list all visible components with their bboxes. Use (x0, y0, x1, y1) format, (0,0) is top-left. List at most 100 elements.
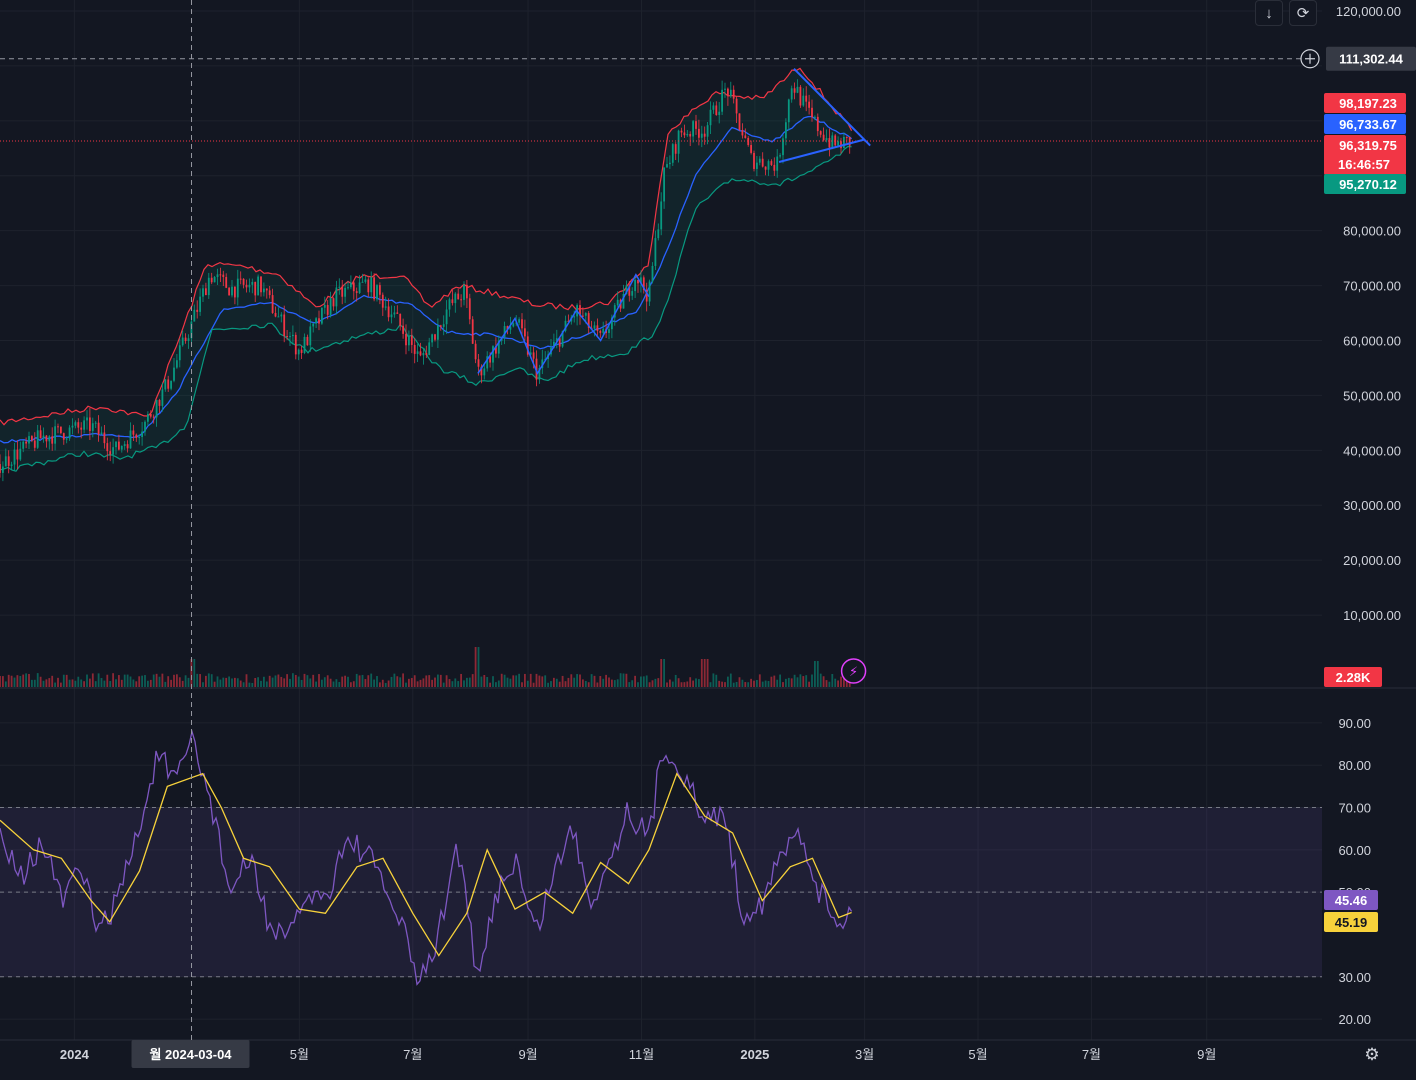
volume-bar (816, 661, 819, 687)
volume-bar (500, 673, 503, 687)
candle-body (245, 284, 248, 288)
volume-bar (506, 677, 509, 687)
candle-body (112, 447, 114, 455)
volume-bar (796, 677, 799, 687)
volume-bar (782, 682, 784, 687)
candle-body (779, 155, 781, 157)
candle-body (329, 298, 332, 315)
volume-bar (677, 678, 680, 687)
volume-bar (776, 679, 779, 687)
volume-bar (347, 676, 349, 687)
volume-bar (509, 678, 512, 687)
volume-bar (695, 678, 697, 687)
volume-bar (637, 682, 639, 687)
chart-settings-button[interactable]: ⚙ (1358, 1042, 1386, 1068)
candle-body (669, 162, 671, 165)
candle-body (396, 312, 399, 314)
volume-bar (724, 682, 726, 687)
volume-bar (521, 682, 523, 687)
candle-body (155, 399, 158, 418)
volume-bar (840, 676, 842, 687)
volume-bar (0, 675, 1, 687)
volume-bar (158, 676, 161, 687)
volume-bar (16, 675, 19, 687)
candle-body (437, 325, 439, 340)
time-axis-tick: 9월 (518, 1047, 537, 1062)
volume-bar (42, 680, 45, 687)
candle-body (747, 138, 750, 146)
candle-body (756, 162, 758, 169)
volume-bar (825, 680, 828, 687)
volume-bar (321, 679, 323, 687)
candle-body (825, 138, 828, 141)
volume-badge-label: 2.28K (1336, 670, 1371, 685)
candle-body (234, 286, 236, 298)
candle-body (352, 282, 355, 292)
volume-bar (454, 678, 457, 687)
candle-body (242, 278, 245, 285)
candle-body (265, 288, 268, 291)
volume-bar (222, 677, 225, 687)
volume-bar (373, 679, 375, 687)
rsi-band (0, 807, 1322, 978)
volume-bar (811, 674, 813, 687)
candle-body (782, 138, 784, 156)
trendlines[interactable] (477, 67, 871, 376)
volume-bar (761, 681, 764, 687)
candle-body (732, 89, 735, 99)
volume-bar (431, 679, 433, 687)
volume-bar (199, 674, 201, 687)
volume-bar (2, 676, 4, 687)
crosshair-date-box (131, 1040, 250, 1068)
candle-body (306, 336, 309, 346)
download-button[interactable]: ↓ (1255, 0, 1283, 26)
candle-body (51, 436, 54, 444)
volume-bar (497, 680, 500, 687)
candle-body (277, 316, 280, 318)
volume-bar (352, 681, 355, 687)
volume-bar (268, 675, 271, 687)
candle-body (176, 360, 178, 368)
candle-body (86, 417, 88, 421)
candle-body (416, 351, 419, 354)
volume-bar (706, 659, 709, 687)
volume-bar (344, 675, 346, 687)
refresh-button[interactable]: ⟳ (1289, 0, 1317, 26)
candle-body (587, 313, 590, 328)
volume-bar (700, 659, 703, 687)
volume-bar (384, 682, 387, 687)
volume-bar (152, 674, 155, 687)
rsi-axis-tick: 70.00 (1338, 801, 1371, 816)
candle-body (698, 128, 700, 138)
volume-bar (448, 679, 451, 687)
candle-body (103, 432, 106, 444)
volume-bar (147, 680, 149, 687)
price-axis-tick: 40,000.00 (1343, 443, 1401, 458)
volume-bar (184, 675, 187, 687)
candle-body (724, 88, 726, 90)
rsi-axis-tick: 60.00 (1338, 843, 1371, 858)
volume-bar (741, 679, 744, 687)
price-badge (1324, 174, 1406, 194)
candle-body (483, 368, 486, 376)
volume-bar (669, 679, 671, 687)
volume-bar (680, 682, 683, 687)
volume-bar (68, 679, 71, 687)
volume-bar (564, 681, 567, 687)
volume-bar (758, 674, 761, 687)
candle-body (645, 289, 648, 302)
candle-body (144, 421, 146, 432)
volume-bar (413, 675, 416, 687)
candle-body (297, 349, 300, 355)
candle-body (616, 299, 619, 306)
volume-bar (335, 679, 338, 687)
candle-body (347, 287, 349, 289)
candle-body (91, 423, 94, 431)
volume-bar (654, 678, 657, 687)
volume-bar (231, 678, 233, 687)
candle-body (715, 105, 718, 116)
volume-bar (242, 682, 245, 687)
candle-body (625, 285, 628, 295)
gear-icon: ⚙ (1364, 1045, 1380, 1064)
